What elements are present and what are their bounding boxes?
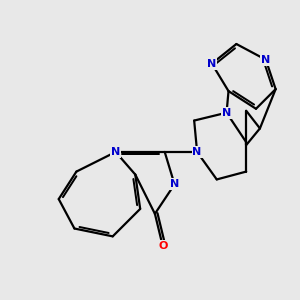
Text: N: N — [222, 108, 231, 118]
Text: O: O — [158, 241, 167, 251]
Text: N: N — [193, 147, 202, 157]
Text: N: N — [207, 58, 217, 69]
Text: N: N — [170, 179, 179, 189]
Text: N: N — [111, 147, 120, 157]
Text: N: N — [261, 55, 270, 65]
